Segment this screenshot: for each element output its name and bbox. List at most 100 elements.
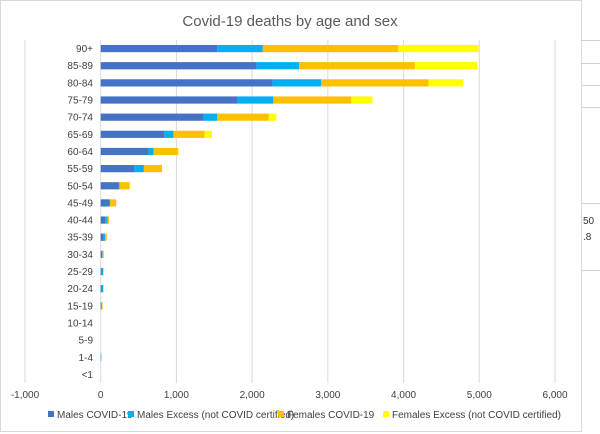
- legend-swatch: [128, 411, 134, 417]
- bar-segment: [204, 130, 213, 138]
- bar-segment: [217, 113, 269, 121]
- cell-border: [582, 40, 600, 41]
- chart-area[interactable]: [0, 0, 582, 432]
- chart-svg: Covid-19 deaths by age and sex 90+ 85-89 8…: [11, 13, 568, 421]
- legend-item: Males Excess (not COVID certified): [128, 410, 294, 421]
- bar-segment: [100, 267, 102, 276]
- legend-item: Males COVID-19: [48, 410, 133, 421]
- bar-segment: [100, 216, 106, 224]
- bar-segment: [102, 267, 104, 276]
- bar-segment: [428, 79, 464, 87]
- category-label: 80-84: [67, 78, 93, 89]
- legend-item: Females Excess (not COVID certified): [383, 410, 561, 421]
- x-tick-label: 2,000: [240, 390, 265, 401]
- bar-segment: [256, 62, 300, 70]
- bar-segment: [100, 285, 102, 293]
- bar-segment: [100, 182, 119, 190]
- category-label: 60-64: [67, 147, 93, 158]
- cell-border: [582, 270, 600, 271]
- bar-segment: [100, 199, 110, 207]
- x-tick-label: 5,000: [467, 390, 492, 401]
- bar-segment: [268, 113, 277, 121]
- bar-segment: [203, 113, 218, 121]
- legend-swatch: [48, 411, 54, 417]
- bar-segment: [321, 79, 429, 87]
- category-label: 20-24: [67, 284, 93, 295]
- legend: Males COVID-19 Males Excess (not COVID ce…: [48, 410, 561, 421]
- legend-label: Males Excess (not COVID certified): [137, 410, 294, 421]
- bar-segment: [262, 44, 399, 53]
- spreadsheet-strip: 50 .8: [582, 0, 600, 434]
- legend-label: Females Excess (not COVID certified): [392, 410, 561, 421]
- bar-segment: [414, 62, 478, 70]
- legend-item: Females COVID-19: [278, 410, 375, 421]
- bar-segment: [100, 302, 102, 310]
- bar-segment: [102, 250, 103, 258]
- category-label: 1-4: [79, 353, 94, 364]
- chart-title: Covid-19 deaths by age and sex: [182, 13, 398, 30]
- bar-segment: [237, 96, 274, 104]
- bar-segment: [272, 79, 322, 87]
- x-tick-label: 3,000: [315, 390, 340, 401]
- cell-border: [582, 203, 600, 204]
- bar-segment: [102, 250, 104, 258]
- bar-segment: [398, 44, 479, 53]
- category-label: <1: [82, 370, 94, 381]
- bar-segment: [100, 113, 204, 121]
- bar-segment: [148, 147, 154, 156]
- category-labels: 90+ 85-89 80-84 75-79 70-74 65-69 60-64 55-59 50…: [67, 44, 93, 381]
- cell-value: 50: [583, 216, 595, 227]
- cell-border: [582, 63, 600, 64]
- category-label: 40-44: [67, 216, 93, 227]
- bar-segment: [100, 165, 135, 173]
- bar-segment: [102, 285, 104, 293]
- category-label: 45-49: [67, 198, 93, 209]
- category-label: 15-19: [67, 301, 93, 312]
- bar-segment: [101, 302, 103, 310]
- bar-segment: [143, 165, 163, 173]
- bar-segment: [101, 302, 102, 310]
- bar-segment: [109, 199, 111, 207]
- category-label: 65-69: [67, 130, 93, 141]
- x-tick-label: 6,000: [542, 390, 567, 401]
- bar-segment: [164, 130, 174, 138]
- gridlines: [24, 40, 556, 383]
- bar-segment: [100, 44, 218, 53]
- bar-segment: [177, 147, 179, 156]
- bar-segment: [100, 233, 104, 241]
- category-label: 70-74: [67, 113, 93, 124]
- category-label: 30-34: [67, 250, 93, 261]
- bar-segment: [134, 165, 144, 173]
- bar-segment: [100, 147, 149, 156]
- bar-segment: [100, 250, 103, 258]
- bar-segment: [101, 267, 103, 276]
- bar-segment: [118, 182, 120, 190]
- x-tick-label: 4,000: [391, 390, 416, 401]
- bar-segment: [107, 216, 110, 224]
- cell-border: [582, 107, 600, 108]
- cell-border: [582, 85, 600, 86]
- category-label: 35-39: [67, 233, 93, 244]
- category-label: 50-54: [67, 181, 93, 192]
- x-tick-label: -1,000: [11, 390, 40, 401]
- category-label: 75-79: [67, 96, 93, 107]
- x-tick-label: 0: [98, 390, 104, 401]
- category-label: 55-59: [67, 164, 93, 175]
- bar-segment: [105, 216, 108, 224]
- bar-segment: [100, 353, 102, 361]
- bar-segment: [110, 199, 117, 207]
- category-label: 90+: [76, 44, 93, 55]
- x-tick-labels: -1,000 0 1,000 2,000 3,000 4,000 5,000 6,000: [11, 390, 568, 401]
- bar-segment: [100, 79, 273, 87]
- legend-swatch: [278, 411, 284, 417]
- category-label: 85-89: [67, 61, 93, 72]
- x-tick-label: 1,000: [164, 390, 189, 401]
- bar-segment: [273, 96, 352, 104]
- bar-segment: [100, 62, 257, 70]
- bar-segment: [101, 285, 103, 293]
- bar-segment: [173, 130, 205, 138]
- bar-segment: [100, 130, 165, 138]
- category-label: 5-9: [79, 336, 94, 347]
- bar-segment: [119, 182, 130, 190]
- bars: [100, 44, 479, 361]
